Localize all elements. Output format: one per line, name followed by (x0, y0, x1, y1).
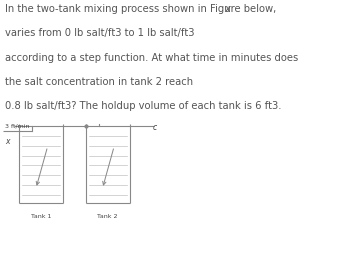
Text: according to a step function. At what time in minutes does: according to a step function. At what ti… (5, 53, 299, 63)
Text: the salt concentration in tank 2 reach: the salt concentration in tank 2 reach (5, 77, 193, 87)
Text: 3 ft/min: 3 ft/min (5, 123, 30, 128)
Text: Tank 1: Tank 1 (31, 214, 51, 219)
Text: varies from 0 lb salt/ft3 to 1 lb salt/ft3: varies from 0 lb salt/ft3 to 1 lb salt/f… (5, 28, 195, 38)
Text: x: x (5, 137, 10, 146)
Text: x: x (224, 4, 230, 14)
Text: In the two-tank mixing process shown in Figure below,: In the two-tank mixing process shown in … (5, 4, 280, 14)
Text: Tank 2: Tank 2 (97, 214, 118, 219)
Text: 0.8 lb salt/ft3? The holdup volume of each tank is 6 ft3.: 0.8 lb salt/ft3? The holdup volume of ea… (5, 101, 282, 111)
Text: c: c (152, 123, 156, 132)
